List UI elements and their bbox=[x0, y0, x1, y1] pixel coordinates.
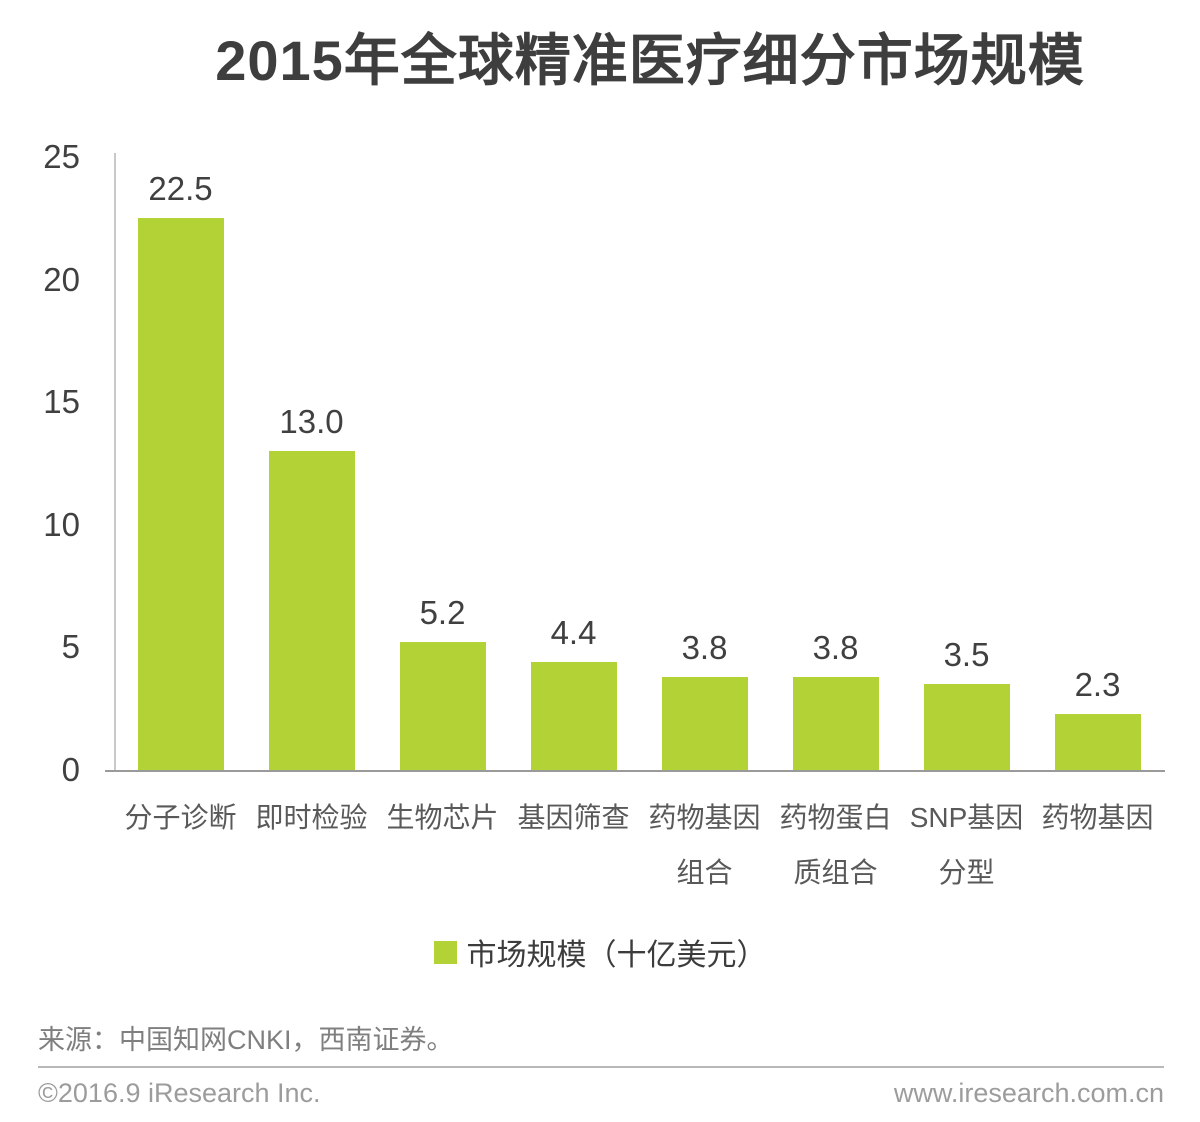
y-axis-tick-label: 0 bbox=[61, 751, 80, 788]
x-axis-category-label: SNP基因分型 bbox=[901, 790, 1032, 900]
x-axis-category-label-line: SNP基因 bbox=[909, 802, 1024, 833]
bar bbox=[792, 677, 879, 770]
bar-value-label: 13.0 bbox=[279, 403, 344, 440]
bar-value-label: 3.8 bbox=[812, 629, 859, 666]
x-axis-category-label: 分子诊断 bbox=[115, 790, 246, 900]
x-axis-category-label-line: 即时检验 bbox=[255, 802, 368, 833]
bar-slot: 22.5 bbox=[115, 157, 246, 770]
x-axis-category-label: 药物蛋白 质组合 bbox=[770, 790, 901, 900]
x-axis-category-label: 基因筛查 bbox=[508, 790, 639, 900]
x-axis-category-label-line: 基因筛查 bbox=[517, 802, 630, 833]
y-axis-tick-label: 5 bbox=[61, 628, 80, 666]
bar-value-label: 3.8 bbox=[681, 629, 728, 666]
y-axis-tick-label: 10 bbox=[43, 505, 80, 543]
bar-slot: 3.8 bbox=[770, 157, 901, 770]
x-axis-category-label: 即时检验 bbox=[246, 790, 377, 900]
bar bbox=[137, 218, 224, 770]
y-axis-tick-label: 15 bbox=[43, 383, 80, 421]
source-note: 来源：中国知网CNKI，西南证券。 bbox=[38, 1025, 454, 1055]
x-axis-category-label-line: 组合 bbox=[676, 857, 733, 888]
chart-title: 2015年全球精准医疗细分市场规模 bbox=[215, 29, 1085, 92]
bar-value-label: 4.4 bbox=[550, 614, 597, 651]
bars-row: 22.5 13.0 5.2 4.4 3.8 3.8 3.5 2.3 bbox=[115, 157, 1163, 770]
x-axis-category-label: 药物基因 组合 bbox=[639, 790, 770, 900]
x-axis-category-label-line: 药物基因 bbox=[1041, 802, 1154, 833]
x-axis-category-label-line: 质组合 bbox=[793, 857, 878, 888]
footer-copyright: ©2016.9 iResearch Inc. bbox=[38, 1078, 321, 1108]
x-axis-labels: 分子诊断 即时检验 生物芯片 基因筛查 药物基因 组合 药物蛋白 质组合 SNP基因 分型 药物基因 bbox=[115, 790, 1163, 900]
bar-slot: 13.0 bbox=[246, 157, 377, 770]
bar-slot: 4.4 bbox=[508, 157, 639, 770]
x-axis-category-label-line: 分子诊断 bbox=[124, 802, 237, 833]
bar bbox=[268, 451, 355, 770]
x-axis-category-label-line: 药物蛋白 bbox=[779, 802, 892, 833]
y-axis-tick-label: 25 bbox=[43, 138, 80, 175]
footer-website: www.iresearch.com.cn bbox=[893, 1078, 1164, 1108]
bar-slot: 3.8 bbox=[639, 157, 770, 770]
legend-label: 市场规模（十亿美元） bbox=[466, 939, 767, 972]
y-axis-line bbox=[114, 153, 116, 772]
x-axis-category-label-line: 分型 bbox=[938, 857, 995, 888]
x-axis-category-label: 生物芯片 bbox=[377, 790, 508, 900]
bar-value-label: 2.3 bbox=[1074, 666, 1121, 703]
legend: 市场规模（十亿美元） bbox=[0, 930, 1200, 974]
x-axis-category-label-line: 药物基因 bbox=[648, 802, 761, 833]
bar bbox=[399, 642, 486, 770]
bar bbox=[923, 684, 1010, 770]
bar-value-label: 3.5 bbox=[943, 636, 990, 673]
legend-swatch-icon bbox=[433, 940, 457, 964]
bar bbox=[1054, 714, 1141, 770]
footer-divider bbox=[38, 1066, 1164, 1068]
bar bbox=[661, 677, 748, 770]
x-axis-category-label: 药物基因 bbox=[1032, 790, 1163, 900]
x-axis-baseline bbox=[105, 770, 1165, 772]
bar-value-label: 5.2 bbox=[419, 594, 466, 631]
y-axis-tick-label: 20 bbox=[43, 260, 80, 298]
x-axis-category-label-line: 生物芯片 bbox=[386, 802, 499, 833]
bar-value-label: 22.5 bbox=[148, 170, 213, 207]
bar-slot: 3.5 bbox=[901, 157, 1032, 770]
bar-slot: 5.2 bbox=[377, 157, 508, 770]
y-axis: 0 5 10 15 20 25 bbox=[0, 138, 80, 788]
bar-slot: 2.3 bbox=[1032, 157, 1163, 770]
bar bbox=[530, 662, 617, 770]
